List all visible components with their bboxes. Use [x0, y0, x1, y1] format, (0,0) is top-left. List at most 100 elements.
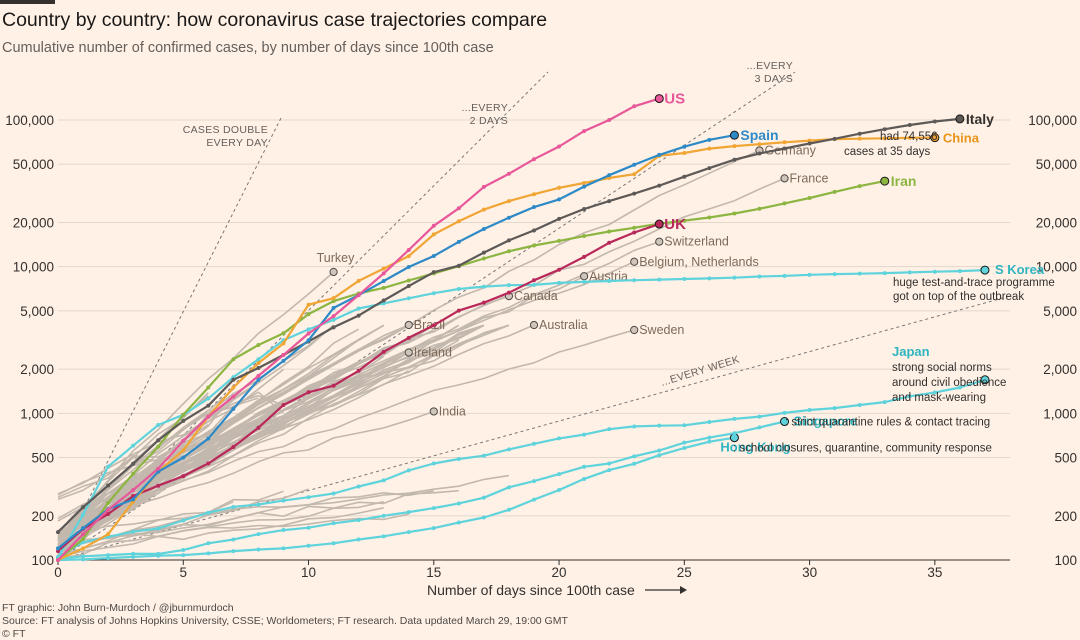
- footer-credit: FT graphic: John Burn-Murdoch / @jburnmu…: [2, 602, 234, 614]
- grey-country-endpoint: [630, 325, 639, 335]
- series-point: [832, 189, 837, 194]
- grey-country-label: India: [439, 404, 466, 418]
- series-point: [682, 144, 687, 149]
- series-point: [632, 424, 637, 429]
- series-point: [682, 446, 687, 451]
- grey-country-line: [57, 177, 785, 546]
- series-point: [657, 277, 662, 282]
- series-point: [532, 479, 536, 484]
- series-point: [431, 270, 436, 275]
- series-point: [506, 199, 511, 204]
- grey-country-label: Brazil: [414, 318, 445, 332]
- series-point: [481, 495, 486, 500]
- guide-label: ...EVERY: [746, 60, 793, 72]
- series-point: [707, 419, 712, 424]
- china-annotation: had 74,556: [880, 131, 938, 143]
- series-point: [431, 291, 436, 296]
- series-point: [857, 271, 862, 276]
- series-point: [106, 500, 111, 505]
- series-point: [481, 284, 486, 289]
- series-point: [907, 135, 912, 140]
- series-point: [707, 435, 712, 440]
- series-line: [57, 378, 986, 558]
- x-axis-label: Number of days since 100th case: [427, 582, 635, 598]
- series-point: [907, 270, 912, 275]
- series-point: [256, 425, 261, 430]
- series-point: [356, 537, 361, 542]
- series-point: [782, 273, 787, 278]
- series-point: [231, 357, 236, 362]
- series-point: [156, 483, 161, 488]
- y-tick-label-right: 200: [1054, 509, 1077, 524]
- series-point: [481, 256, 486, 261]
- series-point: [306, 338, 311, 343]
- series-point: [106, 507, 111, 512]
- x-tick-label: 10: [301, 565, 316, 580]
- series-point: [707, 166, 712, 171]
- grey-country-line: [57, 489, 459, 546]
- series-point: [757, 425, 762, 430]
- series-point: [381, 349, 386, 354]
- series-point: [732, 431, 737, 436]
- y-tick-label-right: 100: [1054, 553, 1077, 568]
- grey-country-line: [57, 392, 235, 496]
- grey-country-line: [57, 477, 134, 520]
- series-point: [582, 432, 587, 437]
- series-label: Hong Kong: [720, 440, 790, 455]
- series-point: [256, 377, 261, 382]
- series-point: [857, 184, 862, 189]
- series-point: [707, 215, 712, 220]
- grey-country-endpoint: [429, 407, 438, 416]
- y-tick-label-left: 100,000: [5, 113, 54, 128]
- series-spain: [56, 130, 739, 551]
- series-china: [56, 133, 940, 562]
- x-tick-label: 20: [552, 565, 567, 580]
- y-tick-label-left: 2,000: [20, 362, 54, 377]
- china-annotation: cases at 35 days: [844, 146, 931, 158]
- series-point: [757, 274, 762, 279]
- grey-country-endpoint: [329, 267, 338, 277]
- y-tick-label-right: 10,000: [1036, 260, 1077, 275]
- series-singapore: [56, 417, 790, 561]
- series-point: [406, 284, 411, 289]
- series-point: [206, 385, 211, 390]
- series-label: Japan: [892, 344, 930, 359]
- series-point: [506, 447, 511, 452]
- series-point: [181, 518, 186, 523]
- japan-annotation: strong social norms: [892, 362, 992, 374]
- series-point: [557, 197, 562, 202]
- series-point: [81, 537, 86, 542]
- series-point: [331, 325, 336, 330]
- series-point: [456, 457, 461, 462]
- series-point: [557, 267, 562, 272]
- grey-country-line: [57, 324, 435, 539]
- series-point: [456, 520, 461, 525]
- series-point: [481, 300, 486, 305]
- series-point: [206, 461, 211, 466]
- series-point: [381, 266, 386, 271]
- series-point: [582, 129, 587, 134]
- grey-country-endpoint: [404, 348, 413, 357]
- series-endpoint: [980, 265, 990, 275]
- series-point: [882, 271, 887, 276]
- series-point: [331, 383, 336, 388]
- series-point: [231, 537, 236, 542]
- series-point: [682, 174, 687, 179]
- series-point: [306, 302, 311, 307]
- series-label: China: [943, 131, 980, 146]
- series-point: [882, 127, 887, 132]
- series-point: [782, 410, 787, 415]
- series-point: [406, 278, 411, 283]
- y-tick-label-left: 200: [31, 509, 54, 524]
- series-point: [356, 368, 361, 373]
- series-point: [106, 483, 111, 488]
- series-point: [306, 543, 311, 548]
- series-point: [331, 521, 336, 526]
- x-axis-arrow-head: [680, 586, 687, 594]
- grey-country-line: [57, 369, 410, 555]
- series-point: [832, 272, 837, 277]
- series-endpoint: [729, 130, 739, 140]
- series-point: [807, 141, 812, 146]
- series-point: [256, 343, 261, 348]
- series-point: [81, 512, 86, 517]
